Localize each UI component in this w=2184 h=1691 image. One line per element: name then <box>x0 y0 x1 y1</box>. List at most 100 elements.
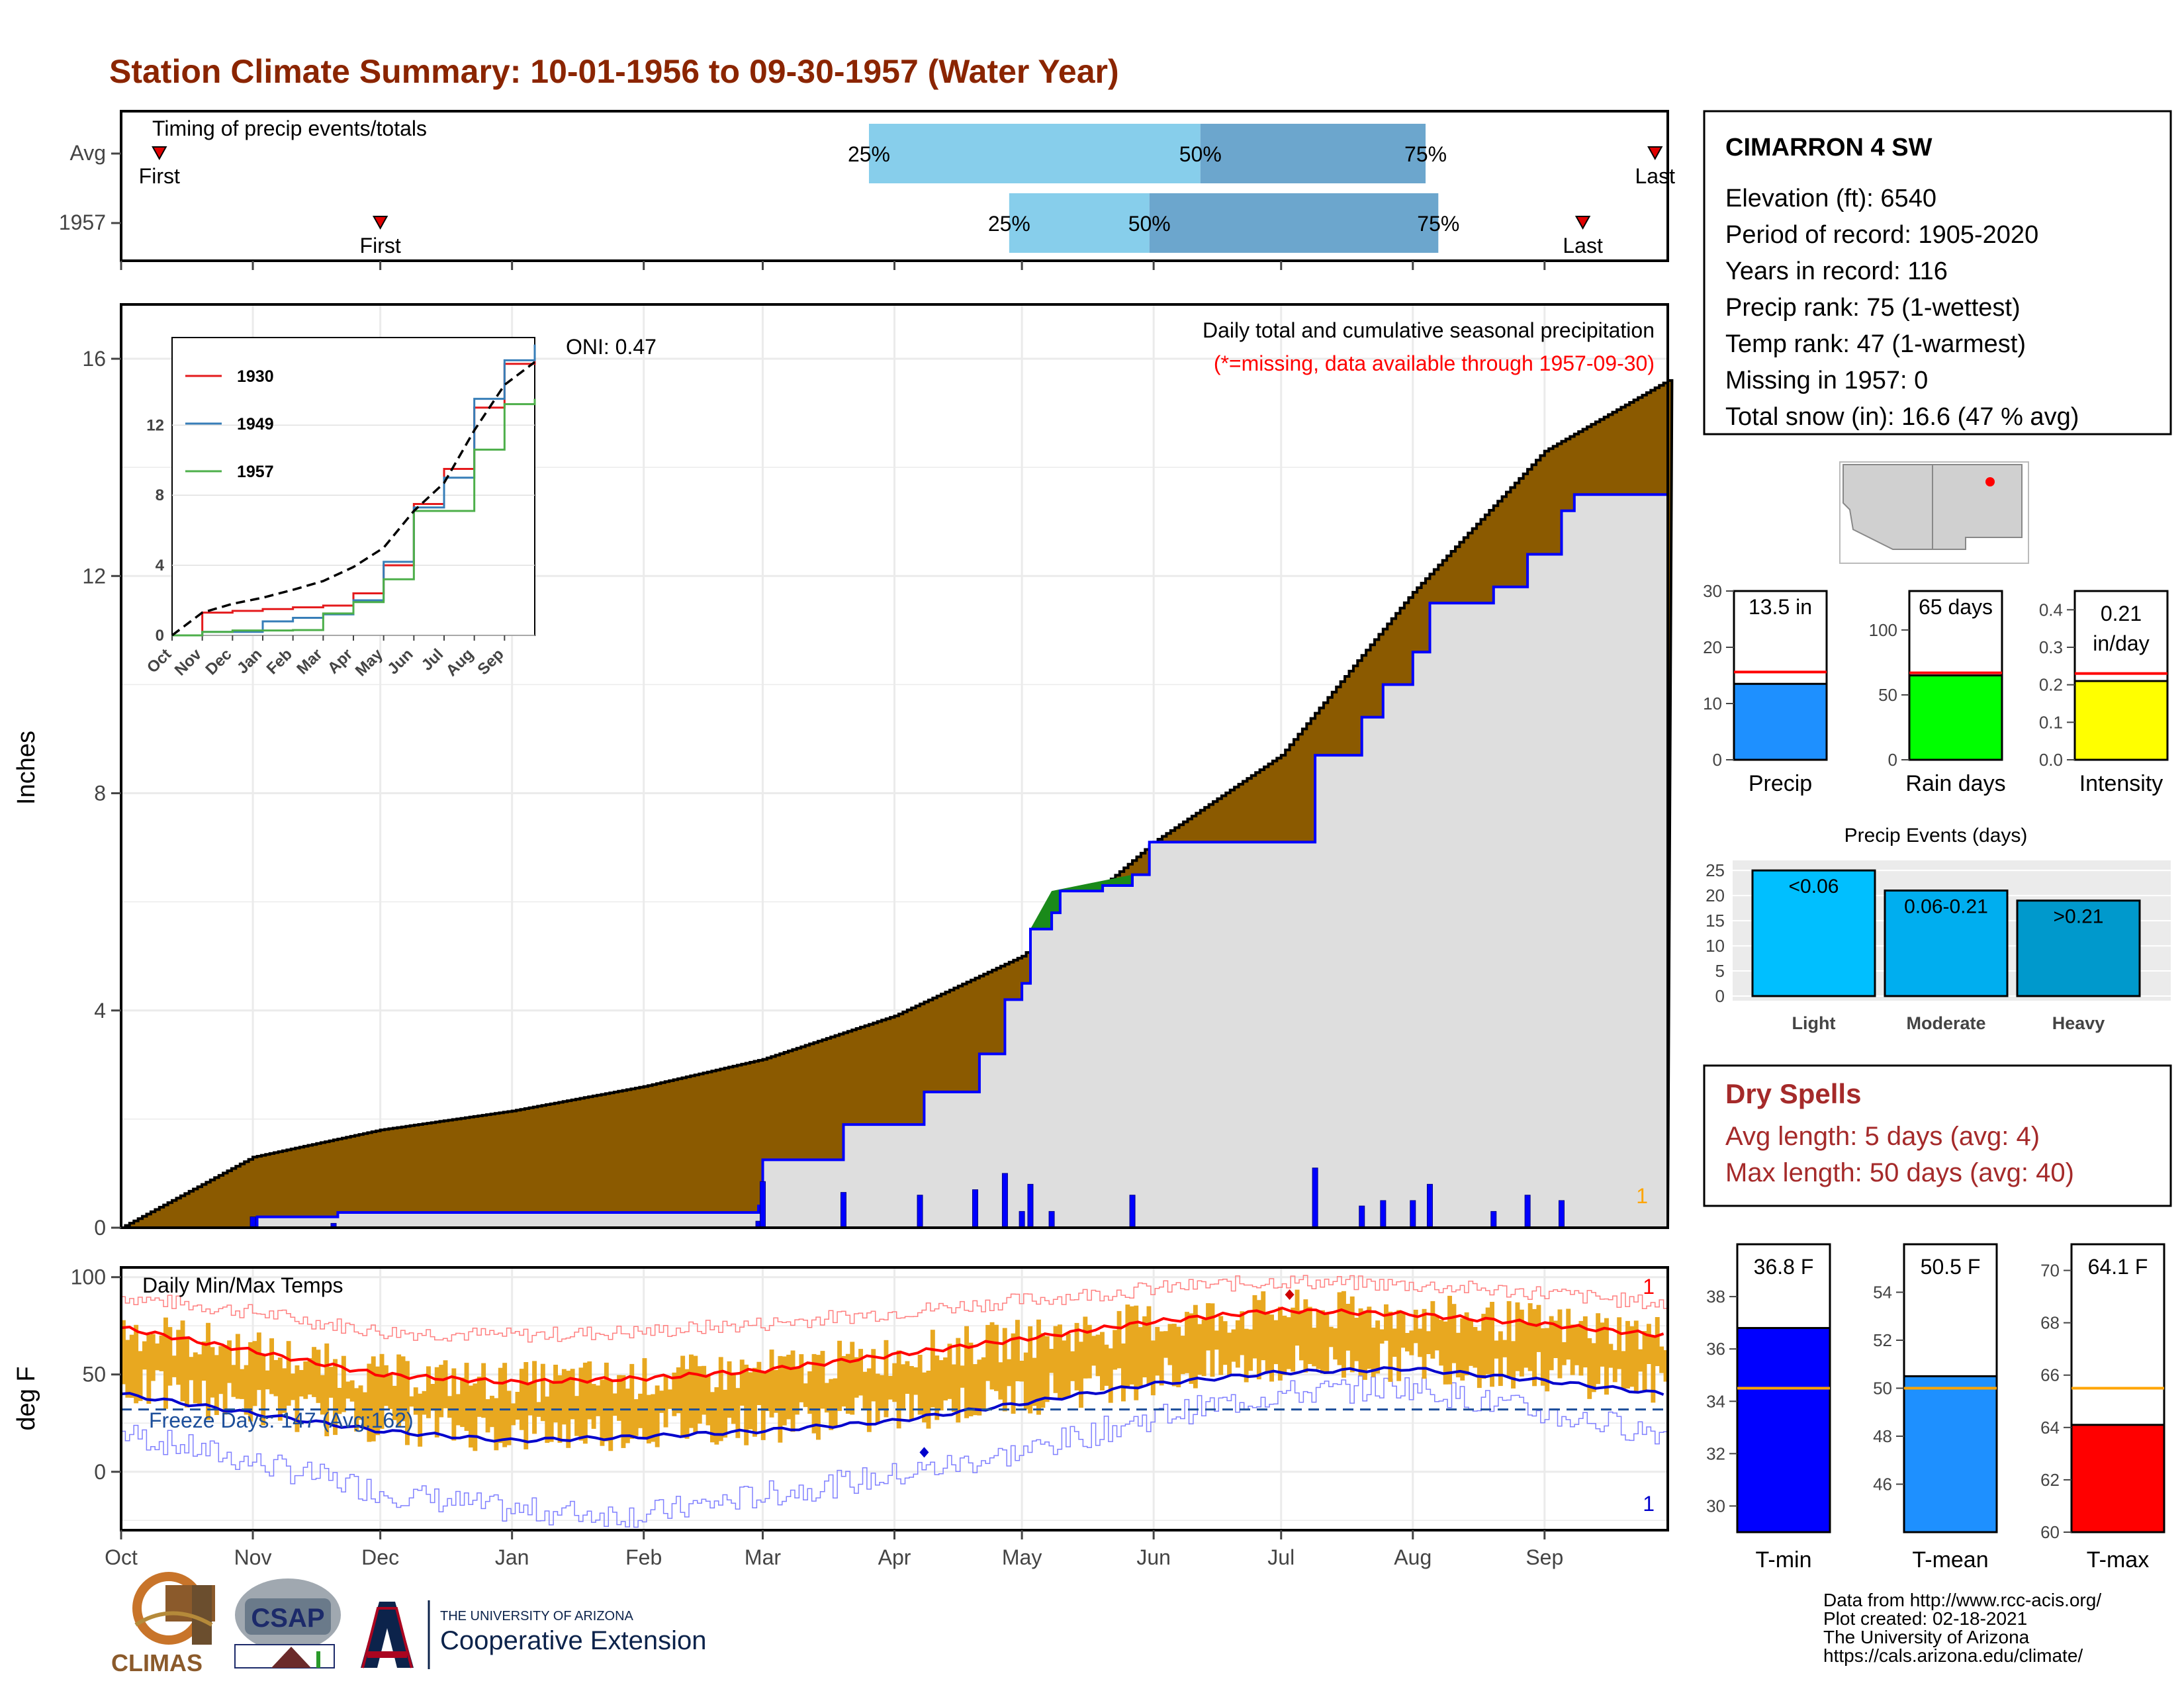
event-category-label: Moderate <box>1906 1013 1985 1033</box>
daily-precip-bar <box>1490 1211 1497 1228</box>
daily-temp-bar <box>570 1369 575 1420</box>
record-low-count: 1 <box>1643 1492 1655 1516</box>
daily-temp-bar <box>1604 1318 1609 1395</box>
daily-temp-bar <box>1002 1328 1007 1412</box>
temp-stat-tick-label: 50 <box>1873 1379 1892 1398</box>
record-low-line <box>121 1375 1668 1528</box>
daily-temp-bar <box>820 1351 825 1409</box>
precip-stat-tick-label: 30 <box>1703 581 1722 601</box>
inset-y-tick-label: 12 <box>146 416 164 434</box>
timing-bar-25-50 <box>868 124 1201 183</box>
daily-temp-bar <box>803 1383 808 1407</box>
daily-temp-bar <box>837 1340 842 1411</box>
daily-temp-bar <box>1527 1303 1533 1371</box>
daily-temp-bar <box>1405 1333 1410 1351</box>
precip-stat-tick-label: 10 <box>1703 694 1722 713</box>
daily-temp-bar <box>1455 1332 1461 1378</box>
daily-temp-bar <box>786 1354 792 1420</box>
daily-temp-bar <box>1629 1326 1635 1387</box>
precip-stat-label: Precip <box>1749 771 1812 796</box>
daily-temp-bar <box>1206 1303 1210 1351</box>
precip-stat-value: 0.21 <box>2101 602 2142 625</box>
temp-stat-tick-label: 32 <box>1706 1443 1725 1463</box>
daily-temp-bar <box>752 1367 757 1437</box>
daily-temp-bar <box>392 1385 397 1420</box>
daily-temp-bar <box>1490 1302 1494 1387</box>
month-label: Oct <box>105 1545 138 1569</box>
daily-temp-bar <box>617 1375 621 1421</box>
daily-temp-bar <box>1155 1326 1160 1376</box>
inset-average-line <box>171 361 536 637</box>
daily-precip-bar <box>1410 1200 1416 1228</box>
daily-temp-bar <box>1248 1329 1253 1371</box>
temp-stat-bar <box>2070 1424 2165 1533</box>
daily-temp-bar <box>193 1352 198 1404</box>
daily-temp-bar <box>316 1349 321 1403</box>
daily-temp-bar <box>705 1375 711 1426</box>
daily-temp-bar <box>1214 1330 1219 1350</box>
daily-temp-bar <box>1642 1331 1647 1391</box>
daily-temp-bar <box>384 1365 388 1406</box>
daily-temp-bar <box>265 1370 270 1390</box>
daily-temp-bar <box>1409 1330 1414 1355</box>
daily-temp-bar <box>1430 1301 1435 1359</box>
daily-temp-bar <box>1655 1317 1660 1367</box>
temp-stat-tick-label: 62 <box>2040 1470 2060 1490</box>
daily-temp-bar <box>1121 1343 1126 1402</box>
daily-temp-bar <box>1197 1324 1203 1375</box>
daily-temp-bar <box>795 1368 799 1415</box>
daily-precip-bar <box>1380 1200 1387 1228</box>
event-bar <box>1751 869 1876 997</box>
daily-temp-bar <box>1303 1299 1308 1373</box>
daily-precip-bar <box>1426 1183 1433 1228</box>
ua-small-text: THE UNIVERSITY OF ARIZONA <box>440 1609 634 1623</box>
inset-frame <box>171 337 535 636</box>
daily-temp-bar <box>684 1369 690 1439</box>
daily-precip-bar <box>759 1181 766 1228</box>
daily-temp-bar <box>1473 1327 1478 1368</box>
daily-precip-bar <box>917 1195 923 1228</box>
daily-temp-bar <box>1536 1304 1541 1352</box>
daily-temp-bar <box>1087 1324 1092 1379</box>
daily-temp-bar <box>532 1361 537 1434</box>
daily-temp-bar <box>303 1361 308 1399</box>
temperature-panel: 0 50 100 deg F Daily Min/Max Temps Freeze … <box>13 1265 1669 1569</box>
daily-temp-bar <box>680 1355 686 1438</box>
daily-temp-bar <box>349 1380 355 1402</box>
daily-temp-bar <box>125 1340 130 1398</box>
daily-temp-bar <box>1011 1333 1016 1414</box>
daily-temp-bar <box>765 1371 770 1411</box>
event-category-label: Heavy <box>2052 1013 2105 1033</box>
daily-temp-bar <box>638 1393 643 1428</box>
daily-temp-bar <box>1083 1316 1088 1379</box>
daily-temp-bar <box>171 1355 177 1377</box>
daily-temp-bar <box>138 1351 143 1401</box>
daily-temp-bar <box>824 1383 829 1413</box>
precip-stat-bar <box>1908 674 2003 761</box>
daily-temp-bar <box>422 1391 427 1415</box>
daily-temp-bar <box>1532 1308 1537 1387</box>
daily-temp-bar <box>689 1354 694 1428</box>
daily-temp-bar <box>710 1392 715 1443</box>
daily-temp-bar <box>388 1373 393 1409</box>
daily-temp-bar <box>659 1391 664 1413</box>
daily-temp-bar <box>1396 1310 1402 1381</box>
temp-stat-tick-label: 34 <box>1706 1391 1725 1411</box>
daily-temp-bar <box>1218 1316 1224 1375</box>
station-info-frame <box>1703 110 2172 435</box>
precip-stat-value: 13.5 in <box>1749 595 1812 619</box>
daily-temp-bar <box>625 1389 630 1443</box>
daily-temp-bar <box>998 1362 1003 1400</box>
daily-temp-bar <box>1434 1316 1439 1351</box>
average-tmax-line <box>120 1306 1664 1386</box>
inset-y-tick-label: 4 <box>156 557 165 574</box>
daily-temp-bar <box>469 1385 473 1448</box>
daily-temp-bar <box>1367 1306 1372 1369</box>
daily-temp-bar <box>1447 1295 1452 1385</box>
daily-temp-bar <box>1363 1310 1367 1380</box>
temp-stat-tick-label: 38 <box>1706 1287 1725 1306</box>
daily-temp-bar <box>909 1366 914 1421</box>
daily-temp-bar <box>1062 1340 1067 1398</box>
timing-p50-label: 50% <box>1179 142 1222 166</box>
temp-y-tick-label: 100 <box>71 1265 106 1289</box>
